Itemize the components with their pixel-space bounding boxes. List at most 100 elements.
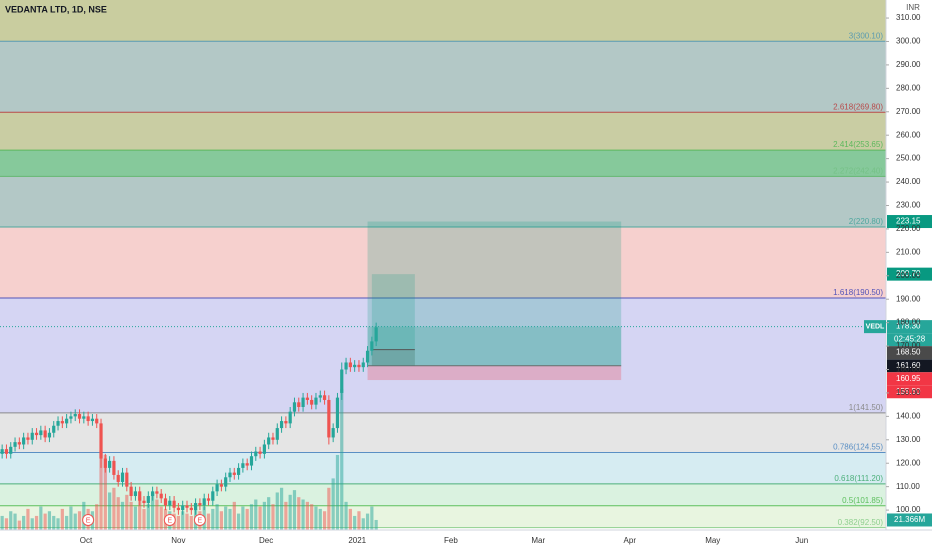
volume-bar bbox=[0, 515, 4, 530]
position-stop-zone bbox=[367, 365, 622, 381]
candle-body bbox=[292, 402, 297, 412]
volume-bar bbox=[120, 501, 125, 530]
fib-band bbox=[0, 412, 886, 453]
volume-bar bbox=[52, 515, 56, 530]
candle-body bbox=[206, 498, 211, 501]
y-tick-label: 110.00 bbox=[896, 482, 920, 491]
candle-body bbox=[108, 460, 112, 468]
volume-bar bbox=[288, 494, 292, 530]
volume-marker-label: 21.366M bbox=[894, 515, 925, 524]
fib-band bbox=[0, 227, 886, 299]
x-tick-label: May bbox=[705, 536, 720, 545]
y-tick-label: 130.00 bbox=[896, 435, 921, 444]
volume-bar bbox=[241, 506, 245, 530]
price-marker-box bbox=[887, 385, 932, 399]
candle-body bbox=[30, 432, 34, 440]
y-tick-label: 270.00 bbox=[896, 107, 921, 116]
x-tick-label: Mar bbox=[531, 536, 545, 545]
candle-body bbox=[22, 437, 26, 445]
event-label: E bbox=[86, 517, 91, 524]
candle-body bbox=[90, 418, 95, 422]
candle-body bbox=[151, 491, 155, 497]
volume-bar bbox=[56, 518, 60, 530]
candle-body bbox=[146, 496, 150, 504]
volume-bar bbox=[133, 506, 138, 530]
candle-body bbox=[73, 414, 77, 417]
candle-body bbox=[185, 505, 189, 508]
x-tick-label: Nov bbox=[171, 536, 185, 545]
candle-body bbox=[254, 451, 258, 457]
candle-body bbox=[95, 418, 99, 424]
candle-body bbox=[279, 421, 284, 429]
candle-body bbox=[65, 418, 69, 424]
volume-bar bbox=[103, 454, 107, 530]
volume-bar bbox=[116, 497, 120, 530]
volume-bar bbox=[224, 506, 228, 530]
candle-body bbox=[69, 416, 73, 419]
candle-body bbox=[193, 503, 198, 511]
position-progress bbox=[367, 326, 622, 366]
candle-body bbox=[211, 491, 215, 501]
price-marker-label: 155.50 bbox=[896, 387, 921, 396]
volume-bar bbox=[69, 506, 73, 530]
x-tick-label: Feb bbox=[444, 536, 458, 545]
y-tick-label: 150.00 bbox=[896, 388, 921, 397]
position-target-zone bbox=[367, 221, 622, 366]
x-tick-label: Apr bbox=[624, 536, 637, 545]
y-tick-label: 290.00 bbox=[896, 60, 921, 69]
symbol-tag bbox=[864, 320, 886, 334]
candle-body bbox=[322, 395, 327, 400]
event-icon bbox=[82, 514, 95, 526]
candle-body bbox=[305, 397, 309, 400]
volume-bar bbox=[284, 501, 288, 530]
candle-body bbox=[241, 463, 245, 468]
volume-bar bbox=[357, 511, 361, 530]
fib-band bbox=[0, 176, 886, 228]
fib-label: 2(220.80) bbox=[849, 217, 884, 226]
volume-bar bbox=[39, 506, 43, 530]
y-tick-label: 280.00 bbox=[896, 83, 921, 92]
candle-body bbox=[0, 449, 4, 454]
candle-body bbox=[361, 362, 365, 368]
currency-label: INR bbox=[906, 3, 920, 12]
candle-body bbox=[262, 444, 266, 454]
volume-bar bbox=[99, 450, 103, 530]
candle-body bbox=[288, 411, 292, 424]
volume-bar bbox=[327, 487, 331, 530]
candle-body bbox=[327, 399, 331, 438]
candle-body bbox=[47, 432, 52, 438]
volume-bar bbox=[181, 511, 185, 530]
volume-bar bbox=[65, 515, 69, 530]
price-marker-label: 161.60 bbox=[896, 361, 921, 370]
volume-bar bbox=[275, 492, 279, 530]
volume-bar bbox=[370, 506, 374, 530]
volume-bar bbox=[305, 501, 309, 530]
volume-bar bbox=[138, 497, 142, 530]
candle-body bbox=[353, 364, 357, 368]
volume-bar bbox=[155, 499, 159, 530]
volume-bar bbox=[322, 511, 327, 530]
candle-body bbox=[13, 442, 17, 447]
candle-body bbox=[275, 428, 279, 440]
candle-body bbox=[168, 500, 172, 506]
price-marker-box bbox=[887, 372, 932, 386]
candle-body bbox=[331, 428, 335, 438]
volume-bar bbox=[159, 506, 163, 530]
volume-bar bbox=[271, 504, 275, 530]
volume-bar bbox=[146, 504, 150, 530]
volume-bar bbox=[254, 499, 258, 530]
candle-body bbox=[56, 421, 60, 426]
volume-bar bbox=[331, 478, 335, 530]
candle-body bbox=[159, 493, 163, 499]
candle-body bbox=[232, 472, 236, 475]
volume-bar bbox=[335, 454, 340, 530]
candle-body bbox=[310, 399, 314, 405]
y-tick-label: 160.00 bbox=[896, 365, 921, 374]
candle-body bbox=[374, 327, 378, 342]
fib-band bbox=[0, 452, 886, 484]
volume-bar bbox=[374, 519, 378, 530]
volume-bar bbox=[340, 389, 344, 530]
event-icon bbox=[163, 514, 176, 526]
